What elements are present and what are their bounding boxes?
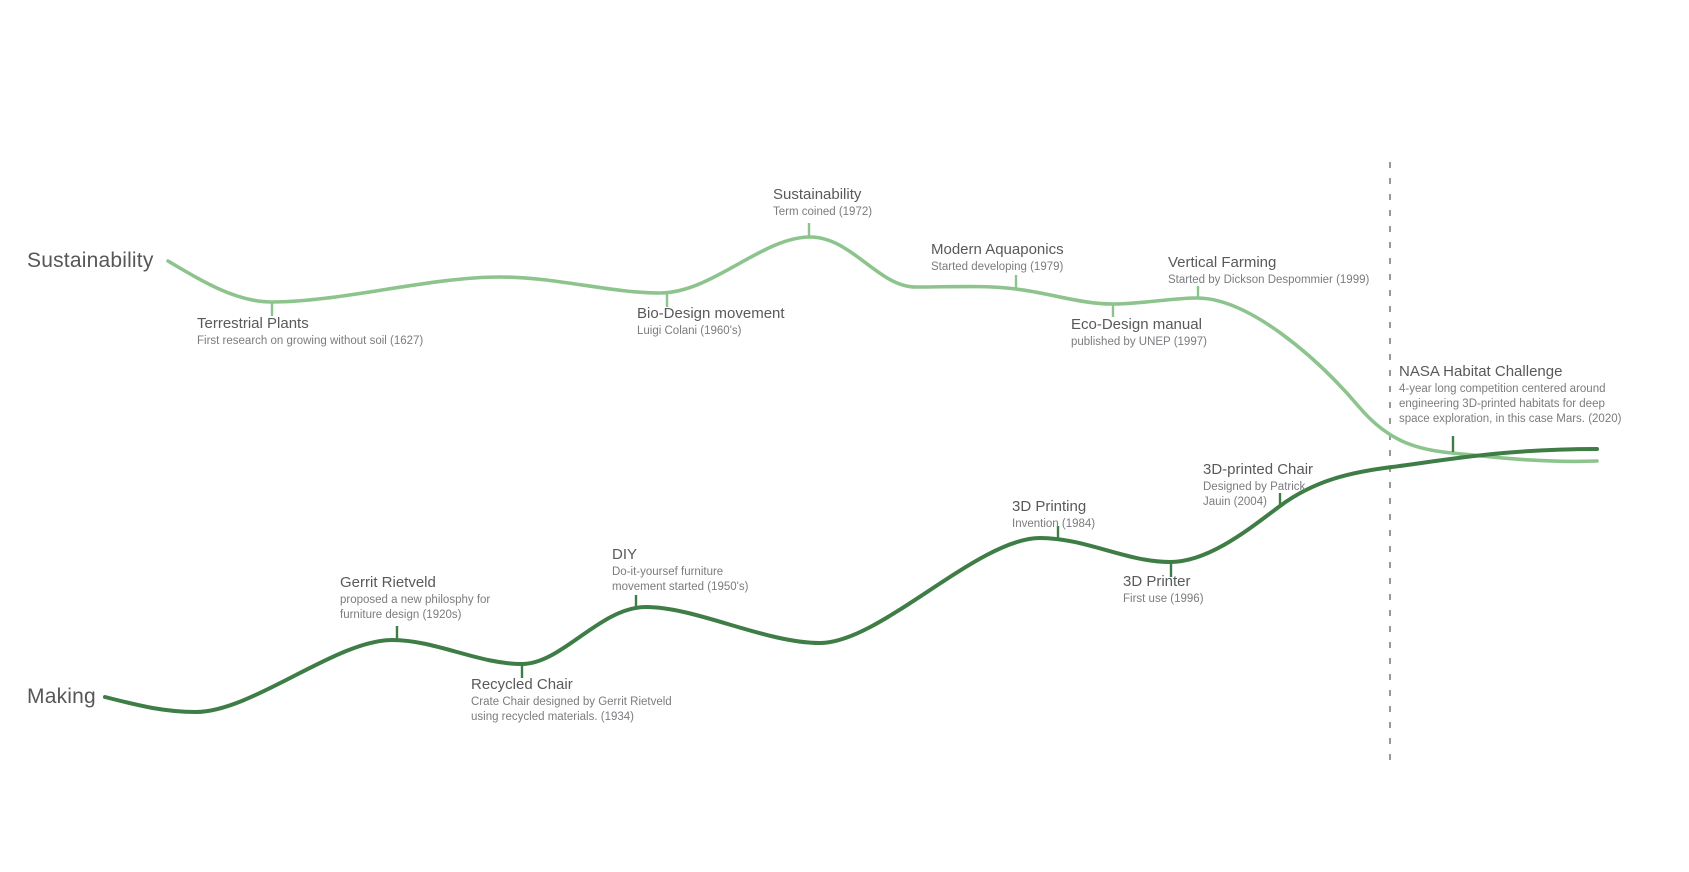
sustainability-event-ticks <box>270 223 1200 317</box>
event-subtitle: published by UNEP (1997) <box>1071 336 1207 348</box>
lane-label-sustainability: Sustainability <box>27 249 154 272</box>
making-curve <box>103 447 1599 715</box>
event-diy: DIY Do-it-yoursef furniture movement sta… <box>612 546 748 595</box>
event-bio-design-movement: Bio-Design movement Luigi Colani (1960's… <box>637 305 785 339</box>
event-title: DIY <box>612 546 638 563</box>
event-title: Sustainability <box>773 186 862 203</box>
event-title: Terrestrial Plants <box>197 315 309 332</box>
event-subtitle: 4-year long competition centered around … <box>1399 383 1622 425</box>
event-subtitle: Started developing (1979) <box>931 261 1064 273</box>
event-subtitle: Term coined (1972) <box>773 206 873 218</box>
event-modern-aquaponics: Modern Aquaponics Started developing (19… <box>931 241 1064 275</box>
event-subtitle: Started by Dickson Despommier (1999) <box>1168 274 1370 286</box>
event-title: Recycled Chair <box>471 676 573 693</box>
event-title: Modern Aquaponics <box>931 241 1064 258</box>
event-title: Eco-Design manual <box>1071 316 1202 333</box>
event-recycled-chair: Recycled Chair Crate Chair designed by G… <box>471 676 672 725</box>
event-sustainability-term-coined: Sustainability Term coined (1972) <box>773 186 872 220</box>
event-subtitle: Luigi Colani (1960's) <box>637 325 742 337</box>
event-subtitle: Do-it-yoursef furniture movement started… <box>612 566 749 593</box>
event-eco-design-manual: Eco-Design manual published by UNEP (199… <box>1071 316 1207 350</box>
event-3d-printing: 3D Printing Invention (1984) <box>1012 498 1095 532</box>
sustainability-curve <box>166 235 1599 464</box>
event-terrestrial-plants: Terrestrial Plants First research on gro… <box>197 315 423 349</box>
event-subtitle: First research on growing without soil (… <box>197 335 424 347</box>
event-gerrit-rietveld: Gerrit Rietveld proposed a new philosphy… <box>340 574 490 623</box>
event-subtitle: Invention (1984) <box>1012 518 1096 530</box>
event-subtitle: Crate Chair designed by Gerrit Rietveld … <box>471 696 672 723</box>
making-event-ticks <box>395 436 1455 678</box>
event-title: NASA Habitat Challenge <box>1399 363 1563 380</box>
event-subtitle: Designed by Patrick Jauin (2004) <box>1203 481 1306 508</box>
event-subtitle: proposed a new philosphy for furniture d… <box>340 594 491 621</box>
event-subtitle: First use (1996) <box>1123 593 1204 605</box>
event-vertical-farming: Vertical Farming Started by Dickson Desp… <box>1168 254 1369 288</box>
event-3d-printed-chair: 3D-printed Chair Designed by Patrick Jau… <box>1203 461 1313 510</box>
event-title: 3D Printing <box>1012 498 1087 515</box>
event-title: Vertical Farming <box>1168 254 1277 271</box>
event-3d-printer: 3D Printer First use (1996) <box>1123 573 1204 607</box>
event-title: 3D Printer <box>1123 573 1191 590</box>
event-title: 3D-printed Chair <box>1203 461 1314 478</box>
event-nasa-habitat-challenge: NASA Habitat Challenge 4-year long compe… <box>1399 363 1621 427</box>
lane-label-making: Making <box>27 685 96 708</box>
event-title: Bio-Design movement <box>637 305 785 322</box>
event-title: Gerrit Rietveld <box>340 574 436 591</box>
